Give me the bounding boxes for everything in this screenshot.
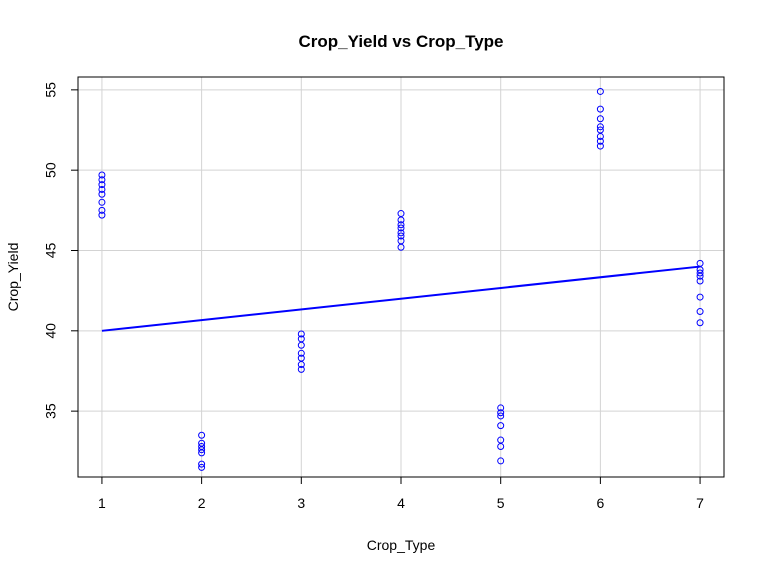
data-point bbox=[98, 181, 106, 189]
data-point bbox=[198, 446, 206, 454]
data-point bbox=[98, 190, 106, 198]
data-point bbox=[98, 185, 106, 193]
data-point bbox=[497, 457, 505, 465]
fit-line-layer bbox=[101, 265, 701, 332]
y-tick-label: 50 bbox=[43, 162, 59, 178]
data-point bbox=[397, 229, 405, 237]
regression-line bbox=[101, 265, 701, 332]
y-tick-label: 45 bbox=[43, 242, 59, 258]
y-tick-label: 40 bbox=[43, 323, 59, 339]
data-point bbox=[397, 224, 405, 232]
data-point bbox=[497, 409, 505, 417]
data-point bbox=[497, 422, 505, 430]
x-axis: 1 2 3 4 5 6 7 bbox=[98, 477, 704, 511]
x-tick-label: 3 bbox=[297, 495, 305, 511]
data-point bbox=[397, 243, 405, 251]
data-point bbox=[297, 361, 305, 369]
data-point bbox=[98, 211, 106, 219]
x-tick-label: 2 bbox=[198, 495, 206, 511]
data-point bbox=[596, 132, 604, 140]
data-point bbox=[596, 123, 604, 131]
y-tick-label: 55 bbox=[43, 82, 59, 98]
x-tick-label: 5 bbox=[497, 495, 505, 511]
data-point bbox=[98, 176, 106, 184]
data-point bbox=[696, 277, 704, 285]
data-point bbox=[297, 349, 305, 357]
data-point bbox=[397, 221, 405, 229]
data-point bbox=[397, 232, 405, 240]
chart-title: Crop_Yield vs Crop_Type bbox=[299, 32, 504, 51]
data-point bbox=[98, 171, 106, 179]
data-point bbox=[596, 87, 604, 95]
data-point bbox=[198, 460, 206, 468]
data-point bbox=[497, 404, 505, 412]
x-axis-label: Crop_Type bbox=[367, 537, 436, 553]
data-point bbox=[198, 431, 206, 439]
data-point bbox=[696, 319, 704, 327]
data-point bbox=[198, 463, 206, 471]
x-tick-label: 7 bbox=[696, 495, 704, 511]
data-point bbox=[497, 412, 505, 420]
data-point bbox=[596, 105, 604, 113]
data-point bbox=[696, 293, 704, 301]
y-axis: 35 40 45 50 55 bbox=[43, 82, 78, 419]
data-point bbox=[397, 216, 405, 224]
data-point bbox=[297, 330, 305, 338]
data-point bbox=[596, 137, 604, 145]
grid-lines bbox=[78, 77, 724, 477]
data-point bbox=[596, 142, 604, 150]
x-tick-label: 6 bbox=[596, 495, 604, 511]
data-point bbox=[696, 269, 704, 277]
data-point bbox=[297, 365, 305, 373]
data-point bbox=[596, 115, 604, 123]
y-tick-label: 35 bbox=[43, 403, 59, 419]
data-point bbox=[497, 442, 505, 450]
data-point bbox=[98, 206, 106, 214]
data-point bbox=[98, 198, 106, 206]
y-axis-label: Crop_Yield bbox=[5, 243, 21, 312]
x-tick-label: 4 bbox=[397, 495, 405, 511]
data-point bbox=[297, 341, 305, 349]
data-point bbox=[696, 308, 704, 316]
data-point bbox=[198, 449, 206, 457]
data-point bbox=[696, 272, 704, 280]
data-points bbox=[98, 87, 704, 471]
x-tick-label: 1 bbox=[98, 495, 106, 511]
